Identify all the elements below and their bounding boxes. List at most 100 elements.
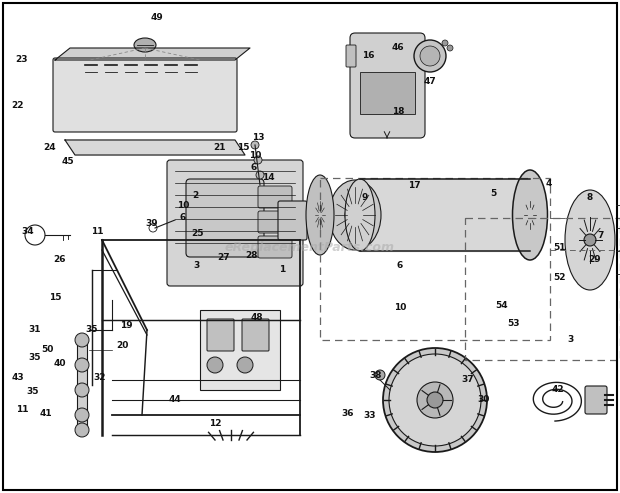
Text: 15: 15 bbox=[49, 293, 61, 303]
Text: 40: 40 bbox=[54, 358, 66, 367]
FancyBboxPatch shape bbox=[585, 386, 607, 414]
Text: 16: 16 bbox=[361, 50, 374, 60]
Text: 11: 11 bbox=[16, 406, 29, 415]
Text: 22: 22 bbox=[12, 101, 24, 109]
Circle shape bbox=[75, 383, 89, 397]
Text: 47: 47 bbox=[423, 77, 436, 86]
Text: 15: 15 bbox=[237, 142, 249, 151]
Text: 35: 35 bbox=[86, 325, 98, 334]
Ellipse shape bbox=[565, 190, 615, 290]
Circle shape bbox=[75, 358, 89, 372]
Circle shape bbox=[237, 357, 253, 373]
Text: 29: 29 bbox=[588, 255, 601, 265]
FancyBboxPatch shape bbox=[258, 186, 292, 208]
Text: 7: 7 bbox=[598, 231, 604, 240]
FancyBboxPatch shape bbox=[258, 211, 292, 233]
Text: 35: 35 bbox=[29, 353, 42, 362]
Circle shape bbox=[389, 354, 481, 446]
Ellipse shape bbox=[134, 38, 156, 52]
Ellipse shape bbox=[329, 180, 381, 250]
Circle shape bbox=[420, 46, 440, 66]
Polygon shape bbox=[65, 140, 245, 155]
Circle shape bbox=[254, 156, 262, 164]
Text: 43: 43 bbox=[12, 374, 24, 383]
FancyBboxPatch shape bbox=[167, 160, 303, 286]
Text: 10: 10 bbox=[249, 151, 261, 161]
FancyBboxPatch shape bbox=[278, 201, 307, 240]
Ellipse shape bbox=[515, 179, 545, 251]
Text: 25: 25 bbox=[192, 228, 204, 238]
Text: 30: 30 bbox=[478, 395, 490, 404]
Text: 19: 19 bbox=[120, 321, 132, 330]
Text: eReplacementParts.com: eReplacementParts.com bbox=[225, 242, 395, 254]
Circle shape bbox=[207, 357, 223, 373]
Circle shape bbox=[375, 370, 385, 380]
Text: 48: 48 bbox=[250, 314, 264, 322]
Text: 39: 39 bbox=[146, 219, 158, 228]
Circle shape bbox=[417, 382, 453, 418]
Text: 6: 6 bbox=[180, 213, 186, 222]
Text: 28: 28 bbox=[246, 250, 259, 259]
Circle shape bbox=[427, 392, 443, 408]
Circle shape bbox=[383, 348, 487, 452]
Text: 8: 8 bbox=[587, 193, 593, 203]
Text: 35: 35 bbox=[27, 387, 39, 396]
FancyBboxPatch shape bbox=[207, 319, 234, 351]
Text: 38: 38 bbox=[370, 371, 383, 380]
Circle shape bbox=[345, 205, 365, 225]
Text: 24: 24 bbox=[43, 143, 56, 152]
Ellipse shape bbox=[513, 170, 547, 260]
Circle shape bbox=[75, 408, 89, 422]
FancyBboxPatch shape bbox=[53, 58, 237, 132]
Circle shape bbox=[251, 141, 259, 149]
Text: 42: 42 bbox=[552, 386, 564, 394]
FancyBboxPatch shape bbox=[350, 33, 425, 138]
Text: 46: 46 bbox=[392, 42, 404, 51]
Circle shape bbox=[447, 45, 453, 51]
Text: 54: 54 bbox=[495, 301, 508, 310]
Text: 37: 37 bbox=[462, 376, 474, 385]
Text: 21: 21 bbox=[214, 143, 226, 152]
Text: 1: 1 bbox=[279, 266, 285, 275]
Text: 6: 6 bbox=[251, 164, 257, 173]
Text: 11: 11 bbox=[91, 227, 104, 237]
FancyBboxPatch shape bbox=[186, 179, 264, 257]
Text: 9: 9 bbox=[362, 193, 368, 203]
Text: 14: 14 bbox=[262, 174, 274, 182]
FancyBboxPatch shape bbox=[258, 236, 292, 258]
Text: 12: 12 bbox=[209, 420, 221, 428]
Text: 20: 20 bbox=[116, 342, 128, 351]
Text: 32: 32 bbox=[94, 374, 106, 383]
Circle shape bbox=[256, 171, 264, 179]
Text: 5: 5 bbox=[490, 188, 496, 198]
Circle shape bbox=[584, 234, 596, 246]
Text: 4: 4 bbox=[546, 178, 552, 187]
Text: 6: 6 bbox=[397, 260, 403, 270]
Text: 50: 50 bbox=[41, 345, 53, 353]
Text: 3: 3 bbox=[193, 260, 199, 270]
Text: 44: 44 bbox=[169, 395, 182, 404]
Text: 23: 23 bbox=[16, 56, 29, 65]
Text: 2: 2 bbox=[192, 190, 198, 200]
Text: 41: 41 bbox=[40, 409, 52, 418]
FancyBboxPatch shape bbox=[346, 45, 356, 67]
Text: 10: 10 bbox=[177, 201, 189, 210]
Text: 49: 49 bbox=[151, 13, 164, 23]
Text: 33: 33 bbox=[364, 411, 376, 420]
Circle shape bbox=[75, 423, 89, 437]
Text: 27: 27 bbox=[218, 253, 230, 262]
Text: 36: 36 bbox=[342, 409, 354, 418]
Text: 51: 51 bbox=[553, 244, 565, 252]
Text: 10: 10 bbox=[394, 303, 406, 312]
Bar bbox=[77, 340, 87, 430]
Text: 52: 52 bbox=[553, 274, 565, 282]
FancyBboxPatch shape bbox=[242, 319, 269, 351]
Ellipse shape bbox=[345, 179, 375, 251]
Text: 18: 18 bbox=[392, 107, 404, 116]
Circle shape bbox=[442, 40, 448, 46]
Bar bbox=[465, 218, 620, 360]
Polygon shape bbox=[55, 48, 250, 60]
FancyBboxPatch shape bbox=[360, 72, 415, 114]
Text: 45: 45 bbox=[61, 157, 74, 167]
Circle shape bbox=[75, 333, 89, 347]
